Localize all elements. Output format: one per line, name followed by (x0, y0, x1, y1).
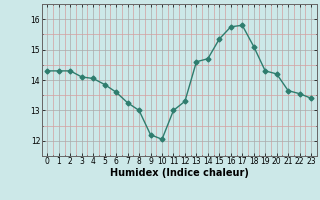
X-axis label: Humidex (Indice chaleur): Humidex (Indice chaleur) (110, 168, 249, 178)
